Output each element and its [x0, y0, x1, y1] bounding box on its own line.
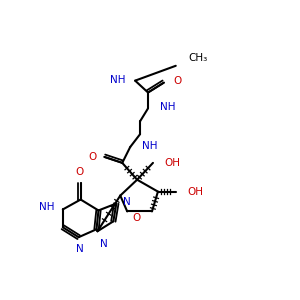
Text: NH: NH — [110, 75, 125, 85]
Text: O: O — [88, 152, 97, 162]
Text: NH: NH — [39, 202, 55, 212]
Text: N: N — [76, 244, 83, 254]
Text: O: O — [76, 167, 84, 177]
Text: N: N — [123, 196, 131, 206]
Text: NH: NH — [142, 141, 158, 151]
Text: OH: OH — [165, 158, 181, 168]
Text: CH₃: CH₃ — [189, 53, 208, 63]
Text: OH: OH — [188, 187, 204, 196]
Text: O: O — [174, 76, 182, 85]
Text: NH: NH — [160, 102, 176, 112]
Text: N: N — [100, 239, 108, 249]
Text: O: O — [132, 213, 140, 224]
